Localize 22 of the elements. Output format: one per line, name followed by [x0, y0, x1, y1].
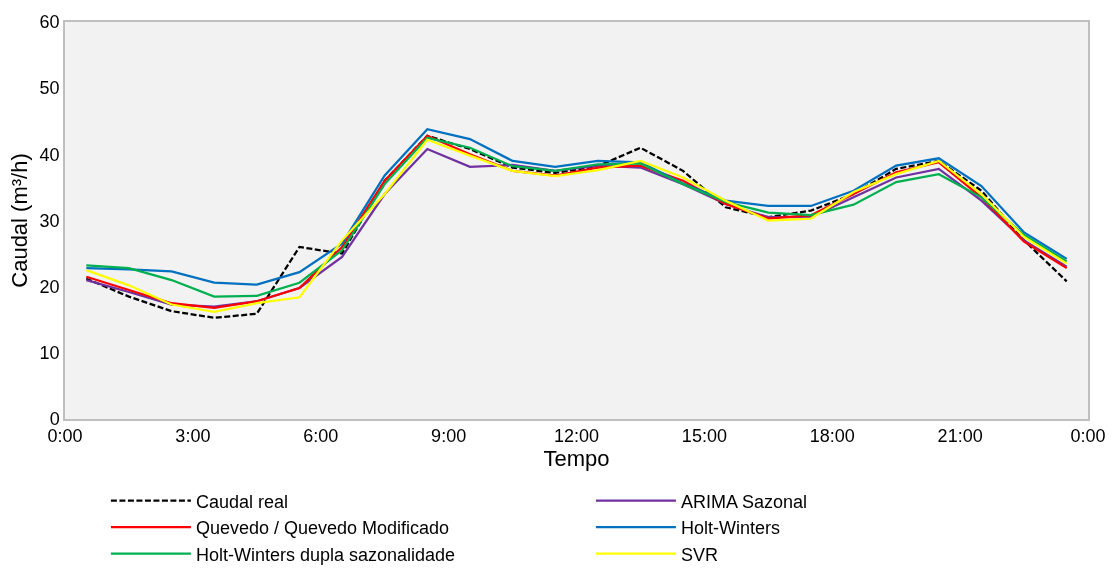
x-tick-label: 3:00 — [175, 426, 211, 447]
y-tick-label: 20 — [39, 276, 60, 297]
x-axis-title: Tempo — [543, 446, 610, 472]
legend-label: Holt-Winters — [680, 518, 780, 539]
y-tick-label: 50 — [39, 78, 60, 99]
y-axis-title: Caudal (m³/h) — [6, 153, 32, 288]
y-tick-label: 40 — [39, 144, 60, 165]
y-tick-label: 10 — [39, 343, 60, 364]
x-tick-label: 9:00 — [431, 426, 467, 447]
y-tick-label: 60 — [39, 12, 60, 33]
legend-label: Holt-Winters dupla sazonalidade — [195, 544, 456, 565]
legend-label: SVR — [680, 544, 718, 565]
x-tick-label: 12:00 — [553, 426, 600, 447]
x-tick-label: 21:00 — [937, 426, 983, 447]
legend-label: Caudal real — [195, 491, 288, 512]
legend-label: ARIMA Sazonal — [680, 491, 807, 512]
y-tick-label: 30 — [39, 210, 60, 231]
legend-label: Quevedo / Quevedo Modificado — [195, 518, 450, 539]
x-tick-label: 6:00 — [303, 426, 339, 447]
x-tick-label: 18:00 — [809, 426, 855, 447]
x-tick-label: 0:00 — [1070, 426, 1106, 447]
x-tick-label: 15:00 — [681, 426, 727, 447]
